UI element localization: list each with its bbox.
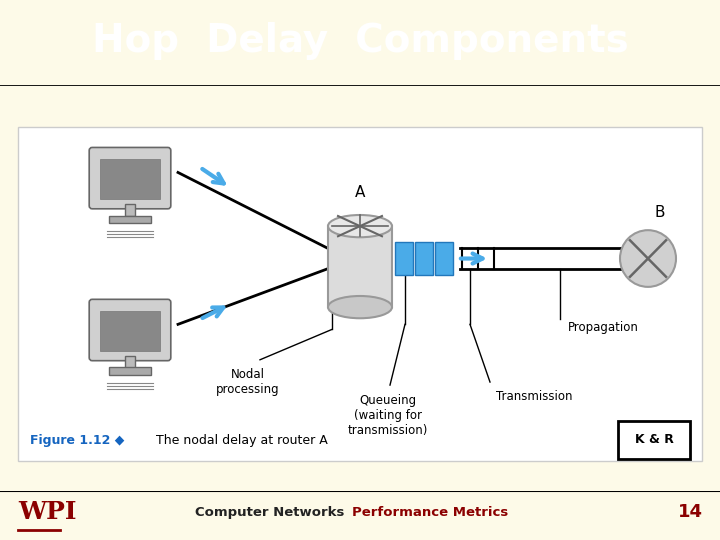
Bar xyxy=(125,356,135,368)
Text: Propagation: Propagation xyxy=(568,321,639,334)
Text: A: A xyxy=(355,185,365,200)
Bar xyxy=(109,367,151,375)
FancyBboxPatch shape xyxy=(89,147,171,209)
FancyBboxPatch shape xyxy=(89,299,171,361)
Bar xyxy=(395,242,413,275)
FancyBboxPatch shape xyxy=(18,127,702,461)
Text: WPI: WPI xyxy=(18,500,76,524)
Ellipse shape xyxy=(328,215,392,237)
Text: Nodal
processing: Nodal processing xyxy=(216,368,280,396)
Text: Hop  Delay  Components: Hop Delay Components xyxy=(91,23,629,60)
Text: The nodal delay at router A: The nodal delay at router A xyxy=(152,434,328,447)
Ellipse shape xyxy=(328,296,392,318)
Text: 14: 14 xyxy=(678,503,703,521)
Text: B: B xyxy=(654,205,665,220)
Text: Performance Metrics: Performance Metrics xyxy=(352,506,508,519)
Bar xyxy=(100,159,161,199)
Text: Transmission: Transmission xyxy=(496,390,572,403)
Text: Computer Networks: Computer Networks xyxy=(195,506,345,519)
Bar xyxy=(100,311,161,352)
Text: Figure 1.12 ◆: Figure 1.12 ◆ xyxy=(30,434,125,447)
Bar xyxy=(328,226,392,307)
Text: K & R: K & R xyxy=(634,433,673,446)
Bar xyxy=(109,215,151,223)
Circle shape xyxy=(620,230,676,287)
Text: Queueing
(waiting for
transmission): Queueing (waiting for transmission) xyxy=(348,394,428,437)
Bar xyxy=(125,205,135,217)
FancyBboxPatch shape xyxy=(618,421,690,459)
Bar xyxy=(435,242,453,275)
Bar xyxy=(415,242,433,275)
